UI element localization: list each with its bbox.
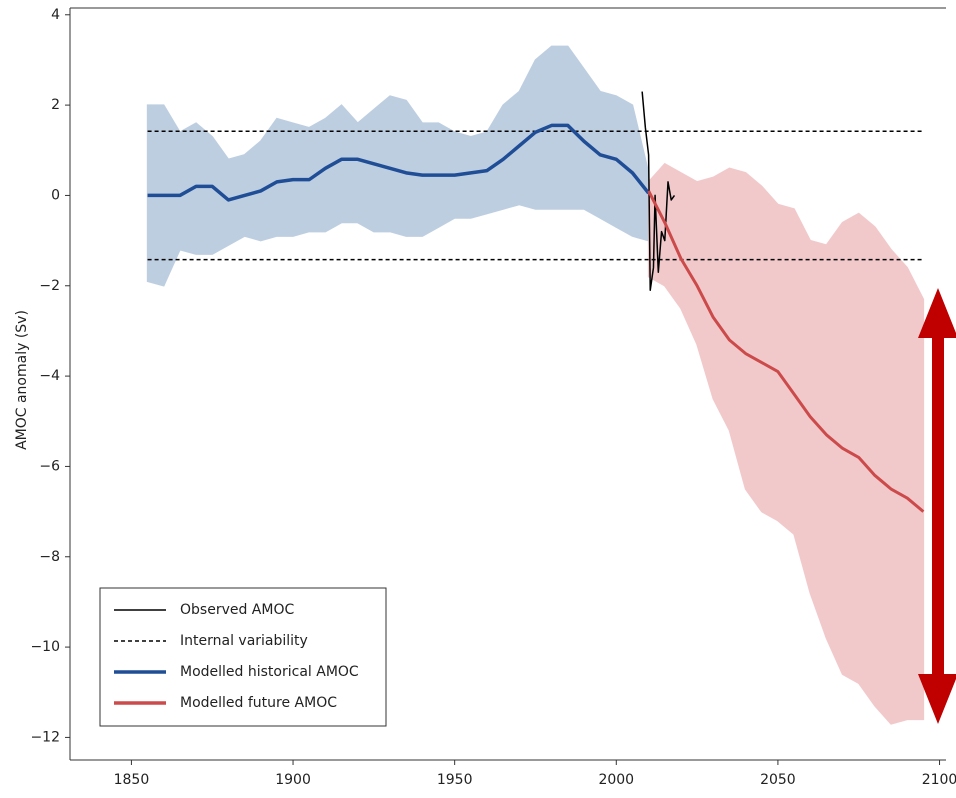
range-arrow: [918, 288, 956, 724]
arrow-head: [918, 674, 956, 724]
uncertainty-band: [647, 162, 925, 725]
arrow-head: [918, 288, 956, 338]
arrow-shaft: [932, 330, 944, 680]
axes: −12 −10 −8 −6 −4 −2 0 2 4 1850 1900 1950 2000 2050 210…: [30, 7, 956, 788]
y-tick-label: −6: [39, 458, 60, 474]
x-tick-label: 2050: [760, 772, 796, 788]
legend-label: Observed AMOC: [180, 602, 294, 618]
series-line: [641, 91, 676, 292]
lines: [147, 91, 925, 513]
x-tick-label: 2000: [598, 772, 634, 788]
y-tick-label: −10: [30, 639, 60, 655]
x-tick-label: 2100: [922, 772, 956, 788]
legend-label: Modelled historical AMOC: [180, 664, 359, 680]
uncertainty-band: [146, 45, 650, 287]
y-tick-label: −12: [30, 729, 60, 745]
legend: Observed AMOC Internal variability Modelle…: [99, 587, 387, 727]
bands: [146, 45, 925, 725]
y-tick-label: 2: [51, 97, 60, 113]
x-tick-label: 1950: [437, 772, 473, 788]
y-tick-label: 4: [51, 7, 60, 23]
legend-label: Internal variability: [180, 633, 308, 649]
y-tick-label: −4: [39, 368, 60, 384]
y-axis-label: AMOC anomaly (Sv): [14, 310, 30, 450]
y-tick-label: −8: [39, 549, 60, 565]
y-tick-label: 0: [51, 187, 60, 203]
x-tick-label: 1900: [275, 772, 311, 788]
x-tick-label: 1850: [114, 772, 150, 788]
series-line: [647, 190, 925, 513]
series-line: [147, 123, 650, 202]
y-tick-label: −2: [39, 278, 60, 294]
legend-label: Modelled future AMOC: [180, 695, 337, 711]
